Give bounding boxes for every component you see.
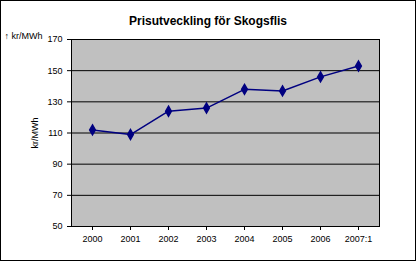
svg-text:170: 170 (47, 34, 62, 44)
svg-text:kr/MWh: kr/MWh (30, 118, 40, 149)
svg-text:90: 90 (52, 159, 62, 169)
svg-text:2002: 2002 (158, 234, 178, 244)
svg-text:130: 130 (47, 97, 62, 107)
svg-text:2005: 2005 (272, 234, 292, 244)
svg-text:70: 70 (52, 190, 62, 200)
svg-text:2007:1: 2007:1 (345, 234, 373, 244)
svg-text:↑ kr/MWh: ↑ kr/MWh (5, 31, 43, 41)
svg-text:2006: 2006 (310, 234, 330, 244)
svg-text:2004: 2004 (234, 234, 254, 244)
svg-text:50: 50 (52, 221, 62, 231)
svg-text:2001: 2001 (120, 234, 140, 244)
svg-text:2003: 2003 (196, 234, 216, 244)
html-text:Prisutveckling för Skogsflis: Prisutveckling för Skogsflis (129, 14, 287, 28)
svg-text:110: 110 (48, 128, 62, 138)
svg-text:2000: 2000 (82, 234, 102, 244)
svg-text:150: 150 (47, 66, 62, 76)
